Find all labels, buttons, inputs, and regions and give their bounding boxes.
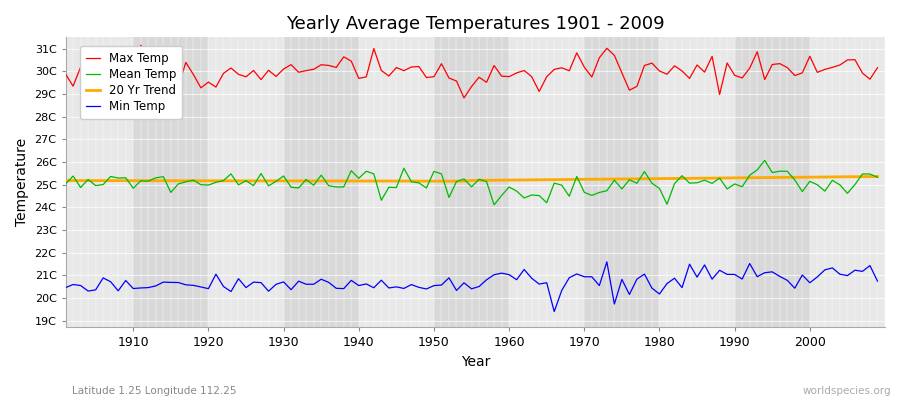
20 Yr Trend <box>60 178 71 183</box>
Max Temp <box>338 54 349 59</box>
Bar <box>133 37 209 328</box>
Text: Latitude 1.25 Longitude 112.25: Latitude 1.25 Longitude 112.25 <box>72 386 237 396</box>
Max Temp <box>135 43 146 48</box>
Min Temp <box>549 309 560 314</box>
20 Yr Trend <box>285 178 296 183</box>
Mean Temp <box>121 175 131 180</box>
20 Yr Trend <box>601 177 612 182</box>
Mean Temp <box>285 185 296 190</box>
20 Yr Trend <box>459 179 470 184</box>
Max Temp <box>872 65 883 70</box>
Max Temp <box>459 96 470 100</box>
Legend: Max Temp, Mean Temp, 20 Yr Trend, Min Temp: Max Temp, Mean Temp, 20 Yr Trend, Min Te… <box>80 46 183 119</box>
Mean Temp <box>489 202 500 207</box>
Max Temp <box>518 68 529 73</box>
Min Temp <box>504 272 515 277</box>
Bar <box>434 37 509 328</box>
Mean Temp <box>60 182 71 186</box>
Mean Temp <box>504 185 515 190</box>
Min Temp <box>285 287 296 292</box>
Max Temp <box>293 70 304 75</box>
Mean Temp <box>872 175 883 180</box>
Mean Temp <box>601 188 612 193</box>
Min Temp <box>60 285 71 290</box>
Max Temp <box>609 53 620 58</box>
Min Temp <box>601 260 612 264</box>
Line: Mean Temp: Mean Temp <box>66 160 878 205</box>
Min Temp <box>496 271 507 276</box>
Line: Max Temp: Max Temp <box>66 45 878 98</box>
Mean Temp <box>760 158 770 163</box>
Title: Yearly Average Temperatures 1901 - 2009: Yearly Average Temperatures 1901 - 2009 <box>286 15 664 33</box>
Bar <box>885 37 900 328</box>
20 Yr Trend <box>331 178 342 183</box>
Text: worldspecies.org: worldspecies.org <box>803 386 891 396</box>
Line: 20 Yr Trend: 20 Yr Trend <box>66 176 878 181</box>
20 Yr Trend <box>504 178 515 182</box>
Max Temp <box>121 68 131 73</box>
Y-axis label: Temperature: Temperature <box>15 138 29 226</box>
Min Temp <box>609 302 620 306</box>
Max Temp <box>60 72 71 76</box>
Bar <box>284 37 359 328</box>
Mean Temp <box>511 189 522 194</box>
20 Yr Trend <box>872 174 883 179</box>
Min Temp <box>121 278 131 283</box>
X-axis label: Year: Year <box>461 355 490 369</box>
Bar <box>734 37 810 328</box>
Mean Temp <box>331 184 342 189</box>
Bar <box>584 37 660 328</box>
Min Temp <box>331 286 342 291</box>
20 Yr Trend <box>511 178 522 182</box>
Max Temp <box>511 70 522 75</box>
20 Yr Trend <box>121 178 131 183</box>
Min Temp <box>872 279 883 284</box>
Line: Min Temp: Min Temp <box>66 262 878 312</box>
